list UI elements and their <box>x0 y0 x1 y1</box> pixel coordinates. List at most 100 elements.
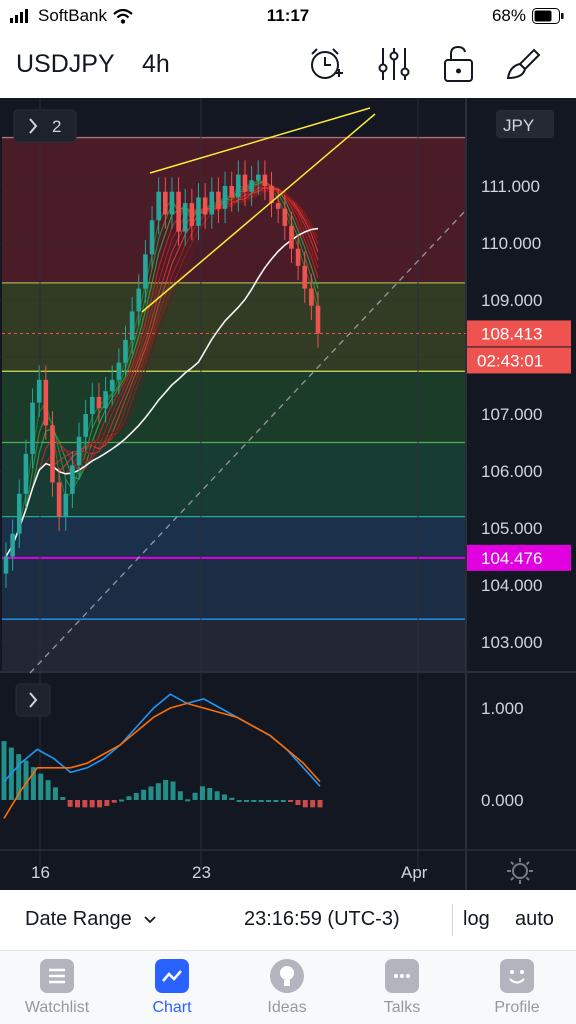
macd-axis: 1.000 0.000 <box>481 699 524 810</box>
carrier: SoftBank <box>10 6 133 26</box>
currency-label: JPY <box>496 110 554 138</box>
tab-bar: Watchlist Chart Ideas Talks Profile <box>0 951 576 1024</box>
tab-watchlist[interactable]: Watchlist <box>7 959 107 1017</box>
candle <box>249 180 254 192</box>
lock-icon[interactable] <box>440 44 480 84</box>
macd-histogram-bar <box>317 800 323 808</box>
candle <box>295 248 301 266</box>
series-collapse-button[interactable]: 2 <box>13 109 77 143</box>
drawing-icon[interactable] <box>504 44 544 84</box>
candle <box>123 339 128 363</box>
candle <box>169 191 175 215</box>
alarm-add-icon[interactable] <box>306 44 346 84</box>
fib-zone <box>2 282 466 372</box>
date-range-label: Date Range <box>25 908 132 930</box>
candle <box>176 191 181 232</box>
candle <box>189 203 195 226</box>
chart-canvas[interactable]: 111.000110.000109.000108.000107.000106.0… <box>0 98 576 890</box>
macd-histogram-bar <box>221 794 227 800</box>
macd-histogram-bar <box>266 800 272 802</box>
countdown-label: 02:43:01 <box>477 351 543 370</box>
macd-histogram-bar <box>163 779 169 800</box>
date-range-button[interactable]: Date Range <box>25 908 157 931</box>
auto-scale-toggle[interactable]: auto <box>515 908 554 930</box>
macd-histogram-bar <box>60 797 66 800</box>
tab-profile[interactable]: Profile <box>467 959 567 1017</box>
macd-histogram-bar <box>1 741 7 800</box>
macd-histogram-bar <box>229 797 235 800</box>
candle <box>309 288 314 306</box>
talks-icon <box>385 959 419 993</box>
candle <box>43 379 49 426</box>
fib-zone <box>2 371 466 443</box>
chart-toolbar: USDJPY 4h <box>0 32 576 98</box>
clock-timezone[interactable]: 23:16:59 (UTC-3) <box>244 908 400 930</box>
macd-pane <box>1 693 323 819</box>
fib-zone <box>2 137 466 283</box>
level-price-label: 104.476 <box>481 549 542 568</box>
price-tick-label: 105.000 <box>481 519 542 538</box>
battery-percent: 68% <box>491 6 526 25</box>
candle <box>96 396 102 409</box>
time-tick-label: 16 <box>31 863 50 882</box>
macd-histogram-bar <box>302 800 308 808</box>
candle <box>216 191 221 209</box>
macd-histogram-bar <box>258 800 264 802</box>
candle <box>262 174 268 186</box>
macd-histogram-bar <box>89 800 95 808</box>
chevron-down-icon <box>144 916 156 924</box>
macd-histogram-bar <box>148 786 154 800</box>
tab-talks[interactable]: Talks <box>352 959 452 1017</box>
candle <box>222 186 228 209</box>
price-tick-label: 109.000 <box>481 291 542 310</box>
tab-chart[interactable]: Chart <box>122 959 222 1017</box>
current-price-badge <box>467 320 571 347</box>
candle <box>149 220 155 255</box>
price-axis: 111.000110.000109.000108.000107.000106.0… <box>467 177 571 652</box>
macd-histogram-bar <box>126 796 132 800</box>
grid-lines <box>0 98 576 890</box>
interval-button[interactable]: 4h <box>142 50 170 78</box>
indicators-icon[interactable] <box>374 44 414 84</box>
macd-tick-label: 0.000 <box>481 791 524 810</box>
tab-label: Chart <box>152 999 192 1016</box>
log-scale-toggle[interactable]: log <box>463 908 490 930</box>
symbol-button[interactable]: USDJPY <box>16 50 115 78</box>
candle <box>282 208 288 226</box>
time-axis: 16 23 Apr <box>31 863 428 882</box>
tab-ideas[interactable]: Ideas <box>237 959 337 1017</box>
macd-histogram-bar <box>67 800 73 807</box>
macd-histogram-bar <box>111 800 117 803</box>
macd-histogram-bar <box>38 773 44 800</box>
chart-bottom-bar: Date Range 23:16:59 (UTC-3) log auto <box>0 890 576 951</box>
candle <box>143 254 148 289</box>
candle <box>16 493 22 534</box>
gear-icon[interactable] <box>507 858 533 884</box>
trendline-lower <box>141 113 376 313</box>
battery-icon <box>532 8 564 24</box>
candle <box>70 465 75 494</box>
candle <box>269 186 274 204</box>
candle <box>10 533 15 557</box>
candle <box>182 203 188 232</box>
ma-long-line <box>5 227 319 557</box>
carrier-name: SoftBank <box>38 6 107 25</box>
macd-histogram-bar <box>45 780 51 800</box>
macd-histogram-bar <box>16 754 22 800</box>
macd-histogram-bar <box>192 792 198 800</box>
candle <box>63 493 69 517</box>
current-price-label: 108.413 <box>481 324 542 343</box>
macd-histogram-bar <box>185 799 191 802</box>
macd-histogram-bar <box>23 760 29 800</box>
chart-area[interactable]: 111.000110.000109.000108.000107.000106.0… <box>0 98 576 890</box>
macd-collapse-button[interactable] <box>15 683 51 717</box>
macd-histogram-bar <box>273 800 279 802</box>
price-tick-label: 111.000 <box>481 177 540 196</box>
fib-zone <box>2 557 466 620</box>
tab-label: Profile <box>494 999 540 1016</box>
fib-zones <box>2 136 466 672</box>
macd-histogram-bar <box>310 800 316 808</box>
macd-tick-label: 1.000 <box>481 699 524 718</box>
macd-histogram-bar <box>251 800 257 802</box>
tab-label: Ideas <box>267 999 307 1016</box>
